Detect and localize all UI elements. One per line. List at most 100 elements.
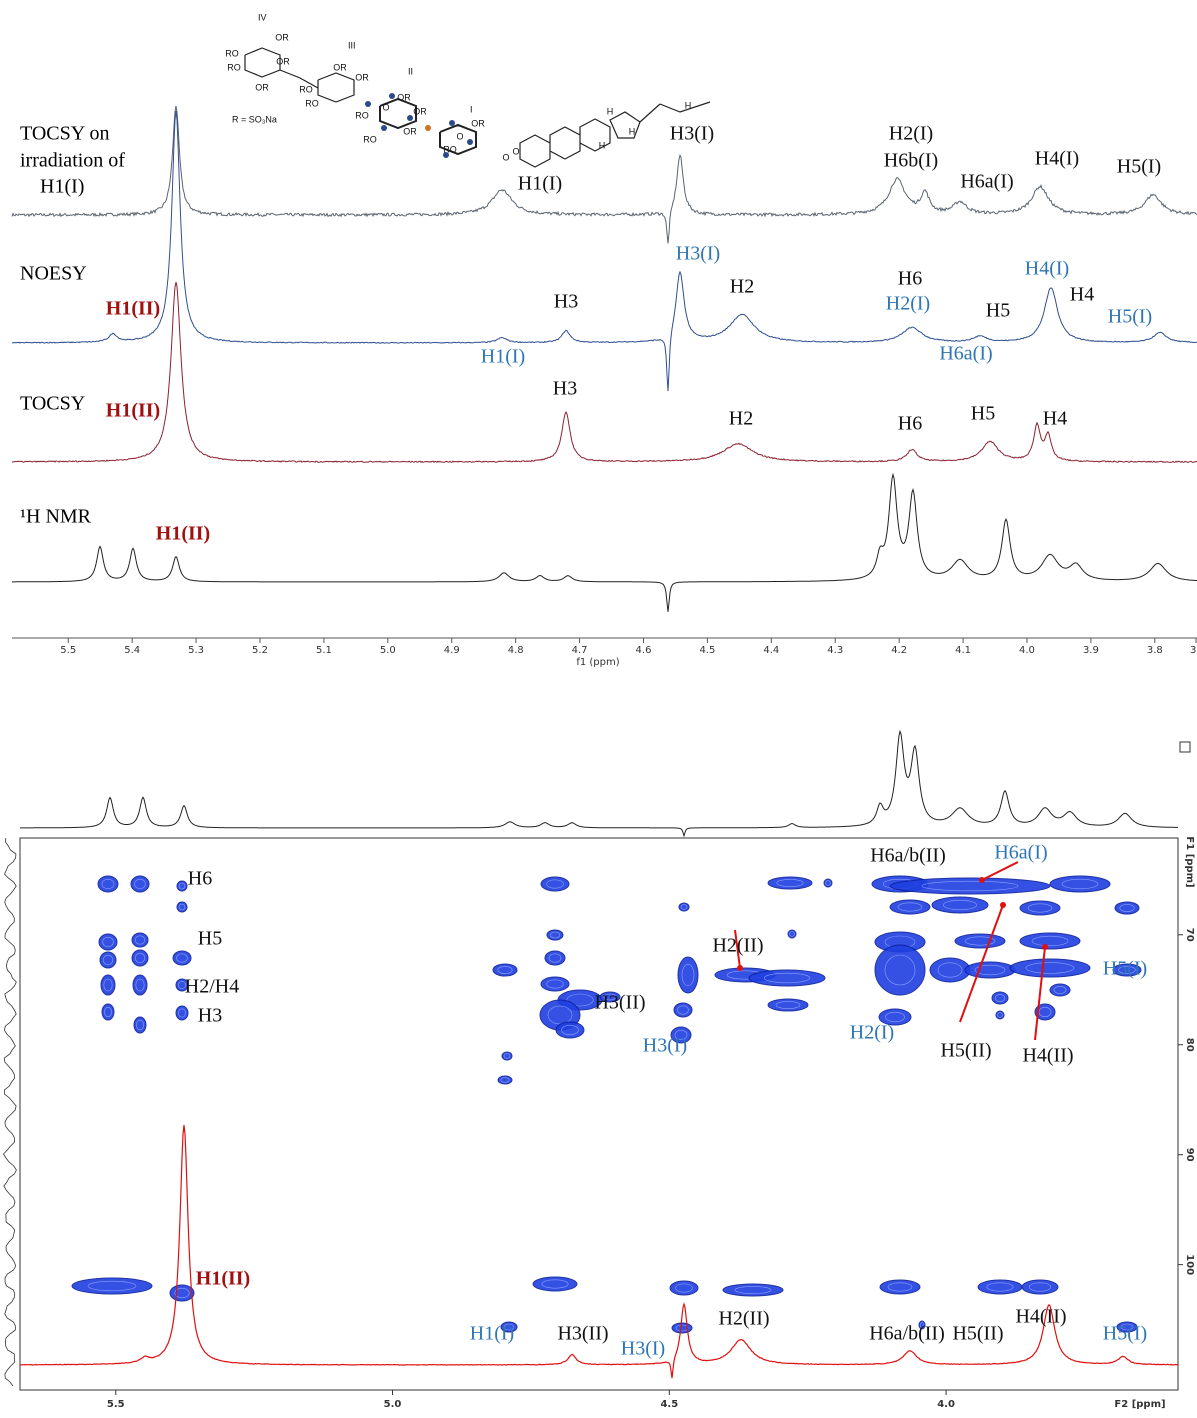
peak-label: H6	[898, 268, 922, 290]
x-tick-label: 5.5	[60, 645, 76, 656]
label-dot	[407, 115, 413, 121]
peak-label: H1(II)	[196, 1268, 250, 1290]
substituent: RO	[227, 62, 241, 72]
substituent: OR	[397, 92, 411, 102]
substituent: OR	[276, 56, 290, 66]
peak-label: H6	[188, 868, 212, 890]
arrow-head	[1042, 944, 1048, 950]
peak-label: H2(I)	[889, 123, 933, 145]
cross-peak	[1050, 876, 1110, 892]
plot-frame	[20, 838, 1178, 1390]
trace-label: irradiation of	[20, 150, 125, 172]
x-tick-label: 5.3	[188, 645, 204, 656]
trace-label: TOCSY on	[20, 123, 109, 145]
peak-label: H3	[553, 378, 577, 400]
cross-peak	[541, 977, 569, 991]
label-dot	[381, 125, 387, 131]
cross-peak	[678, 957, 698, 993]
x-tick-label: 4.8	[508, 645, 524, 656]
cross-peak	[672, 1323, 692, 1333]
substituent: RO	[299, 84, 313, 94]
peak-label: H5(I)	[1103, 958, 1147, 980]
peak-label: H3	[554, 291, 578, 313]
peak-label: H4	[1070, 284, 1094, 306]
substituent: RO	[355, 110, 369, 120]
cross-peak	[679, 903, 689, 911]
ring	[318, 73, 354, 102]
cross-peak	[788, 930, 796, 938]
cross-peak	[875, 945, 925, 995]
label-dot	[389, 93, 395, 99]
cross-peak	[930, 958, 970, 982]
x-tick-label: 5.0	[384, 1399, 402, 1410]
y-tick-label: 80	[1184, 1038, 1195, 1052]
trace-label: ¹H NMR	[20, 506, 92, 528]
peak-label: H5	[971, 403, 995, 425]
cross-peak	[932, 897, 988, 913]
cross-peak	[556, 1022, 584, 1038]
cross-peak	[749, 970, 825, 986]
substituent: OR	[255, 82, 269, 92]
peak-label: H5(I)	[1117, 156, 1161, 178]
label-dot	[449, 120, 455, 126]
peak-label: H1(I)	[470, 1323, 514, 1345]
cross-peak	[177, 902, 187, 912]
spectrum-trace	[12, 106, 1197, 244]
peak-label: H2(II)	[718, 1308, 769, 1330]
peak-label: H2(I)	[850, 1022, 894, 1044]
cross-peak	[493, 964, 517, 976]
x-axis-label: f1 (ppm)	[576, 657, 619, 668]
x-tick-label: 4.5	[699, 645, 715, 656]
peak-label: H2(I)	[886, 293, 930, 315]
peak-label: H6	[898, 413, 922, 435]
cross-peak	[890, 878, 1050, 894]
cross-peak	[134, 1017, 146, 1033]
spectrum-trace	[12, 111, 1197, 391]
cross-peak	[1020, 933, 1080, 949]
peak-label: H4(I)	[1025, 258, 1069, 280]
ring-label: IV	[258, 12, 267, 22]
substituent: H	[629, 126, 636, 136]
peak-label: H3(I)	[670, 123, 714, 145]
arrow-head	[1000, 902, 1006, 908]
cross-peak	[723, 1284, 783, 1296]
y-axis-label: F1 [ppm]	[1184, 836, 1195, 887]
peak-label: H5(I)	[1108, 306, 1152, 328]
cross-peak	[72, 1278, 152, 1294]
cross-peak	[533, 1277, 577, 1291]
peak-label: H1(I)	[518, 173, 562, 195]
peak-label: H5(II)	[940, 1040, 991, 1062]
substituent: OR	[275, 32, 289, 42]
cross-peak	[133, 975, 147, 995]
cross-peak	[541, 877, 569, 891]
substituent: O	[512, 146, 519, 156]
ring-label: I	[470, 104, 473, 114]
peak-label: H4(II)	[1015, 1306, 1066, 1328]
ring	[245, 48, 280, 77]
x-tick-label: 4.2	[891, 645, 907, 656]
substituent: H	[685, 100, 692, 110]
peak-label: H2	[729, 408, 753, 430]
peak-label: H4	[1043, 408, 1067, 430]
cross-peak	[978, 1280, 1022, 1294]
cross-peak	[131, 876, 149, 892]
cross-peak	[99, 934, 117, 950]
x-tick-label: 5.4	[124, 645, 140, 656]
cross-peak	[1022, 1280, 1058, 1294]
x-tick-label: 4.0	[1019, 645, 1035, 656]
cross-peak	[502, 1052, 512, 1060]
cross-peak	[102, 1004, 114, 1020]
peak-label: H5	[198, 928, 222, 950]
peak-label: H2(II)	[712, 935, 763, 957]
r-definition: R = SO₃Na	[232, 114, 277, 124]
substituent: H	[607, 106, 614, 116]
substituent: RO	[443, 144, 457, 154]
label-dot	[365, 101, 371, 107]
substituent: OR	[471, 118, 485, 128]
x-tick-label: 4.1	[955, 645, 971, 656]
cross-peak	[1050, 984, 1070, 996]
substituent: O	[382, 102, 389, 112]
peak-label: H6a/b(II)	[869, 1323, 945, 1345]
peak-label: H6a(I)	[994, 842, 1047, 864]
peak-label: H6a(I)	[960, 171, 1013, 193]
